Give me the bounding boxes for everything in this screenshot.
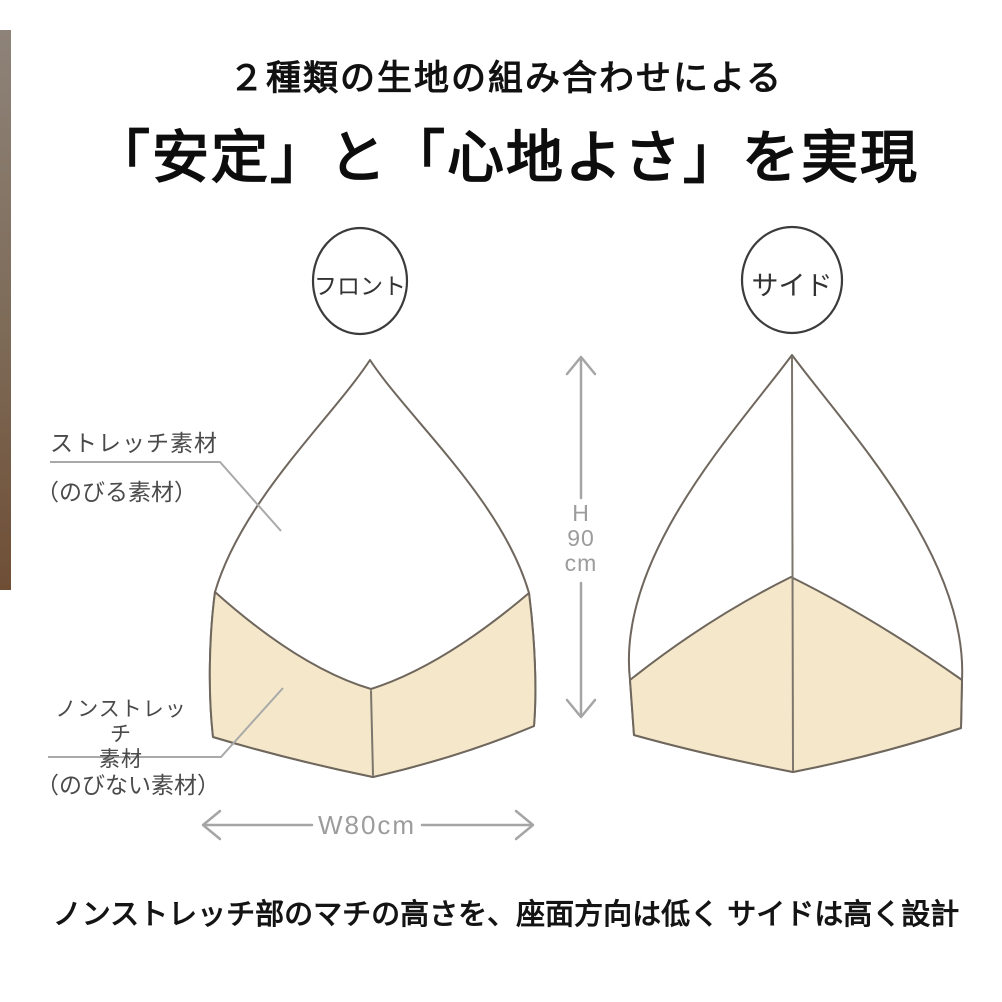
nonstretch-material-label: ノンストレッチ 素材 [48, 697, 194, 772]
page-title: 「安定」と「心地よさ」を実現 [93, 126, 919, 190]
height-dimension-arrow [565, 355, 597, 719]
side-view-nonstretch-dome [629, 576, 963, 773]
width-arrow-right-chevron [514, 809, 535, 841]
nonstretch-leader-line [48, 687, 284, 758]
left-accent-strip [0, 30, 11, 590]
bottom-caption: ノンストレッチ部のマチの高さを、座面方向は低く サイドは高く設計 [52, 899, 960, 931]
nonstretch-material-note: （のびない素材） [36, 772, 220, 798]
height-dimension-prefix: H [572, 500, 590, 526]
width-arrow-left-chevron [201, 809, 222, 841]
front-view-center-seam [370, 690, 374, 776]
side-view-label: サイド [751, 271, 833, 301]
height-arrow-top-chevron [565, 355, 597, 376]
page-subtitle: ２種類の生地の組み合わせによる [229, 59, 783, 98]
stretch-material-label: ストレッチ素材 [50, 430, 218, 456]
height-dimension-label: H 90 cm [551, 501, 611, 576]
height-arrow-bottom-chevron [565, 698, 597, 719]
stretch-leader-line [50, 461, 282, 532]
front-view-label: フロント [314, 273, 406, 299]
width-dimension-arrow [201, 809, 535, 841]
front-badge-circle [311, 226, 409, 336]
front-view-nonstretch-band [208, 591, 537, 778]
nonstretch-material-label-line2: 素材 [99, 748, 143, 771]
nonstretch-material-label-line1: ノンストレッチ [55, 698, 187, 746]
stretch-material-note: （のびる素材） [36, 479, 197, 505]
width-dimension-label: W80cm [317, 810, 417, 840]
side-view-center-seam [791, 356, 794, 771]
side-badge-circle [740, 225, 844, 335]
height-dimension-unit: cm [564, 550, 598, 576]
height-dimension-value: 90 [567, 525, 595, 551]
